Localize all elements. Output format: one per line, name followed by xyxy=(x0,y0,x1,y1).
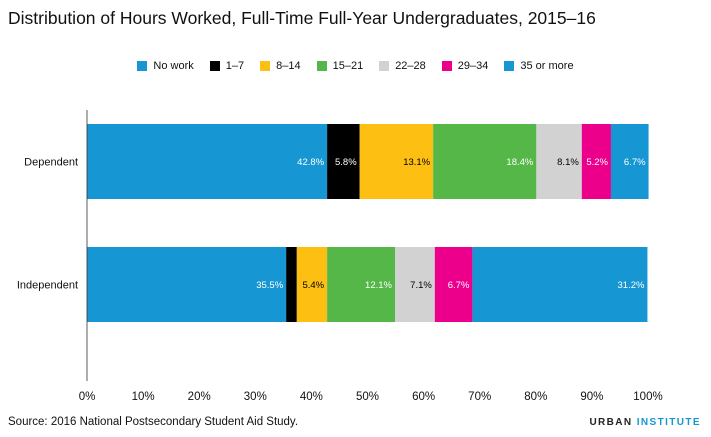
x-tick-label: 90% xyxy=(580,391,603,403)
legend-label: 1–7 xyxy=(225,60,245,72)
legend-swatch xyxy=(316,61,327,71)
bar-independent-series-2 xyxy=(296,247,328,322)
legend-swatch xyxy=(441,61,452,71)
legend-label: 22–28 xyxy=(395,60,426,72)
legend-swatch xyxy=(209,61,220,71)
bar-independent-series-0 xyxy=(87,247,287,322)
x-tick-label: 20% xyxy=(188,391,211,403)
x-tick-label: 70% xyxy=(468,391,491,403)
x-tick-label: 60% xyxy=(412,391,435,403)
data-label: 18.4% xyxy=(506,157,533,168)
data-label: 8.1% xyxy=(557,157,579,168)
data-label: 31.2% xyxy=(618,280,645,291)
legend-item-1: 1–7 xyxy=(209,60,245,72)
legend-swatch xyxy=(504,61,515,71)
bar-dependent-series-1 xyxy=(327,124,360,199)
data-label: 5.8% xyxy=(335,157,357,168)
bar-dependent-series-4 xyxy=(536,124,582,199)
legend-label: 29–34 xyxy=(457,60,489,72)
legend-label: 35 or more xyxy=(520,60,574,72)
legend-item-6: 35 or more xyxy=(504,60,574,72)
bar-independent-series-6 xyxy=(472,247,648,322)
legend-swatch xyxy=(260,61,271,71)
x-tick-label: 80% xyxy=(524,391,547,403)
x-tick-label: 100% xyxy=(633,391,662,403)
data-label: 5.4% xyxy=(302,280,324,291)
x-tick-label: 30% xyxy=(244,391,267,403)
legend: No work 1–7 8–14 15–21 22–28 29–34 35 or more xyxy=(0,60,711,72)
bar-independent-series-4 xyxy=(394,247,435,322)
category-label-layer: Dependent Independent xyxy=(17,157,78,292)
bar-independent-series-3 xyxy=(327,247,395,322)
data-label: 7.1% xyxy=(410,280,432,291)
legend-item-4: 22–28 xyxy=(379,60,426,72)
brand-main: URBAN xyxy=(589,417,637,428)
data-label: 13.1% xyxy=(403,157,430,168)
bar-layer xyxy=(87,124,649,322)
bar-dependent-series-5 xyxy=(581,124,611,199)
bar-independent-series-5 xyxy=(434,247,473,322)
bar-dependent-series-3 xyxy=(433,124,537,199)
data-label: 5.2% xyxy=(586,157,608,168)
bar-dependent-series-6 xyxy=(610,124,649,199)
source-note: Source: 2016 National Postsecondary Stud… xyxy=(8,416,299,428)
legend-item-2: 8–14 xyxy=(260,60,301,72)
brand-accent: INSTITUTE xyxy=(636,417,701,428)
data-label: 35.5% xyxy=(256,280,283,291)
data-label: 42.8% xyxy=(297,157,324,168)
legend-item-3: 15–21 xyxy=(316,60,364,72)
data-label: 6.7% xyxy=(624,157,646,168)
brand-logo: URBAN INSTITUTE xyxy=(589,417,701,428)
bar-independent-series-1 xyxy=(286,247,297,322)
x-tick-label: 50% xyxy=(356,391,379,403)
x-tick-layer: 0% 10% 20% 30% 40% 50% 60% 70% 80% 90% 100% xyxy=(79,391,663,403)
legend-swatch xyxy=(379,61,390,71)
legend-label: 15–21 xyxy=(332,60,364,72)
category-label-dependent: Dependent xyxy=(24,157,78,169)
x-tick-label: 10% xyxy=(132,391,155,403)
x-tick-label: 0% xyxy=(79,391,96,403)
legend-label: 8–14 xyxy=(276,60,301,72)
bar-dependent-series-2 xyxy=(359,124,434,199)
x-tick-label: 40% xyxy=(300,391,323,403)
legend-swatch xyxy=(137,61,148,71)
category-label-independent: Independent xyxy=(17,280,78,292)
chart-title: Distribution of Hours Worked, Full-Time … xyxy=(8,8,596,28)
data-label: 12.1% xyxy=(365,280,392,291)
bar-label-layer: 42.8% 5.8% 13.1% 18.4% 8.1% 5.2% 6.7% 35.5% 5.4%… xyxy=(256,157,646,291)
bar-dependent-series-0 xyxy=(87,124,328,199)
legend-item-0: No work xyxy=(137,60,194,72)
legend-item-5: 29–34 xyxy=(441,60,489,72)
data-label: 6.7% xyxy=(448,280,470,291)
legend-label: No work xyxy=(153,60,194,72)
